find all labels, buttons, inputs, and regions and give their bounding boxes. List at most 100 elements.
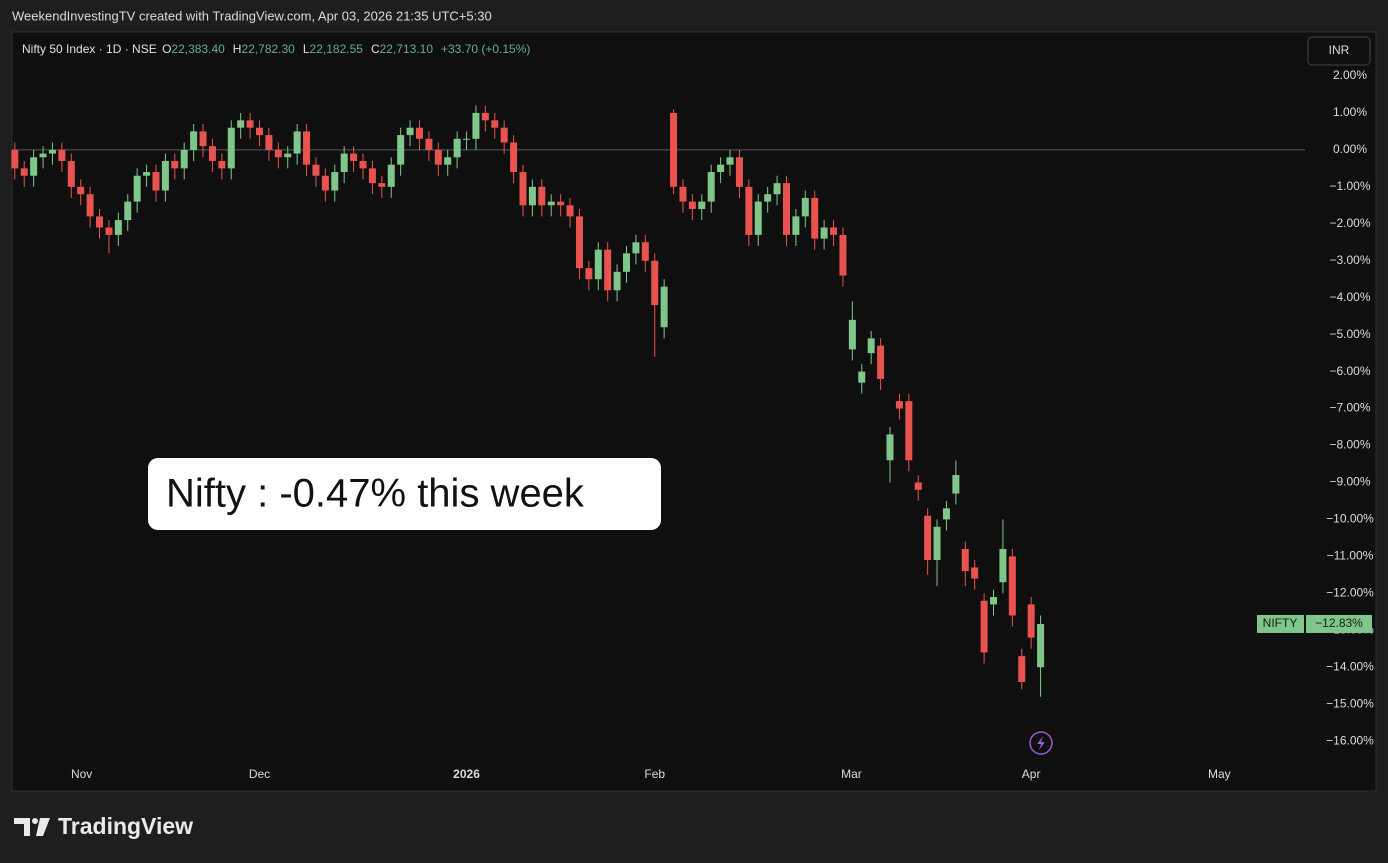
candle-body (585, 268, 593, 280)
candle-body (792, 216, 800, 235)
candle-body (830, 227, 838, 235)
candle-body (538, 186, 546, 206)
candle-body (773, 183, 781, 195)
candle-body (566, 205, 574, 217)
candle-body (415, 127, 423, 139)
candle-body (905, 401, 913, 461)
plot (11, 105, 1305, 697)
symbol: Nifty 50 Index · 1D · NSE (22, 42, 157, 56)
header-text: WeekendInvestingTV created with TradingV… (12, 8, 492, 23)
candle-body (114, 220, 122, 235)
candle-body (726, 157, 734, 165)
y-tick-label: −3.00% (1329, 253, 1370, 267)
candle-body (199, 131, 207, 147)
x-tick-label: May (1208, 767, 1231, 781)
candle-body (406, 127, 414, 136)
x-tick-label: Feb (644, 767, 665, 781)
candle-body (510, 142, 518, 173)
candle-body (519, 172, 527, 206)
candle-body (246, 120, 254, 128)
y-tick-label: −5.00% (1329, 327, 1370, 341)
candle-body (1027, 604, 1035, 638)
candle-body (895, 401, 903, 409)
candle-body (133, 175, 141, 202)
candle-body (848, 319, 856, 350)
candle-body (124, 201, 132, 221)
candle-body (444, 157, 452, 165)
candle-body (180, 149, 188, 169)
candle-body (735, 157, 743, 187)
high-value: 22,782.30 (241, 42, 295, 56)
candle-body (933, 526, 941, 561)
candle-body (481, 112, 489, 121)
candle-body (152, 172, 160, 191)
candle-body (293, 131, 301, 154)
x-tick-label: Apr (1022, 767, 1041, 781)
candle-body (143, 172, 151, 176)
candle-body (237, 120, 245, 128)
candle-body (999, 548, 1007, 583)
candle-body (679, 186, 687, 202)
candle-body (208, 146, 216, 161)
candle-body (990, 597, 998, 605)
annotation-box (148, 458, 661, 530)
candle-body (39, 153, 47, 158)
y-tick-label: −11.00% (1327, 549, 1374, 563)
tv-logo (14, 818, 50, 836)
x-tick-label: Mar (841, 767, 862, 781)
candle-body (255, 127, 263, 136)
candle-body (350, 153, 358, 161)
candle-body (877, 345, 885, 379)
candle-body (86, 194, 94, 217)
y-tick-label: −12.00% (1326, 585, 1374, 599)
candle-body (594, 249, 602, 280)
candle-body (312, 164, 320, 176)
open-key: O (162, 42, 172, 56)
candle-body (961, 548, 969, 572)
candle-body (58, 149, 66, 161)
candle-body (575, 216, 583, 269)
close-key: C (370, 42, 380, 56)
candle-body (67, 160, 75, 187)
y-tick-label: −10.00% (1326, 512, 1374, 526)
candle-body (453, 138, 461, 158)
currency-label[interactable]: INR (1329, 43, 1350, 57)
candle-body (227, 127, 235, 169)
candle-body (764, 194, 772, 202)
candle-body (688, 201, 696, 210)
y-tick-label: −7.00% (1329, 401, 1370, 415)
last-value-tag (1306, 614, 1372, 633)
last-name-tag (1257, 614, 1304, 633)
candle-body (463, 138, 471, 140)
candle-body (331, 172, 339, 191)
candle-body (190, 131, 198, 150)
candle-body (528, 186, 536, 206)
candle-body (171, 160, 179, 169)
candle-body (321, 175, 329, 191)
candle-body (303, 131, 311, 165)
low-key: L (302, 42, 310, 56)
last-name-text: NIFTY (1263, 616, 1298, 630)
low-value: 22,182.55 (309, 42, 363, 56)
candle-body (161, 160, 169, 191)
candle-body (613, 271, 621, 291)
candle-body (632, 242, 640, 254)
candle-body (105, 227, 113, 235)
candle-body (368, 168, 376, 184)
chart-frame (11, 31, 1377, 792)
candle-body (867, 338, 875, 354)
candle-body (1008, 556, 1016, 616)
y-tick-label: −4.00% (1329, 290, 1370, 304)
candle-body (886, 434, 894, 461)
candle-body (670, 112, 678, 187)
legend: Nifty 50 Index · 1D · NSE O22,383.40 H22,… (22, 42, 538, 56)
currency-button[interactable] (1307, 36, 1371, 66)
y-tick-label: 2.00% (1333, 68, 1367, 82)
event-icon[interactable] (1029, 731, 1053, 755)
open-value: 22,383.40 (171, 42, 225, 56)
y-tick-label: −1.00% (1329, 179, 1370, 193)
candle-body (218, 160, 226, 169)
candle-body (1037, 623, 1045, 668)
y-tick-label: −16.00% (1326, 733, 1374, 747)
